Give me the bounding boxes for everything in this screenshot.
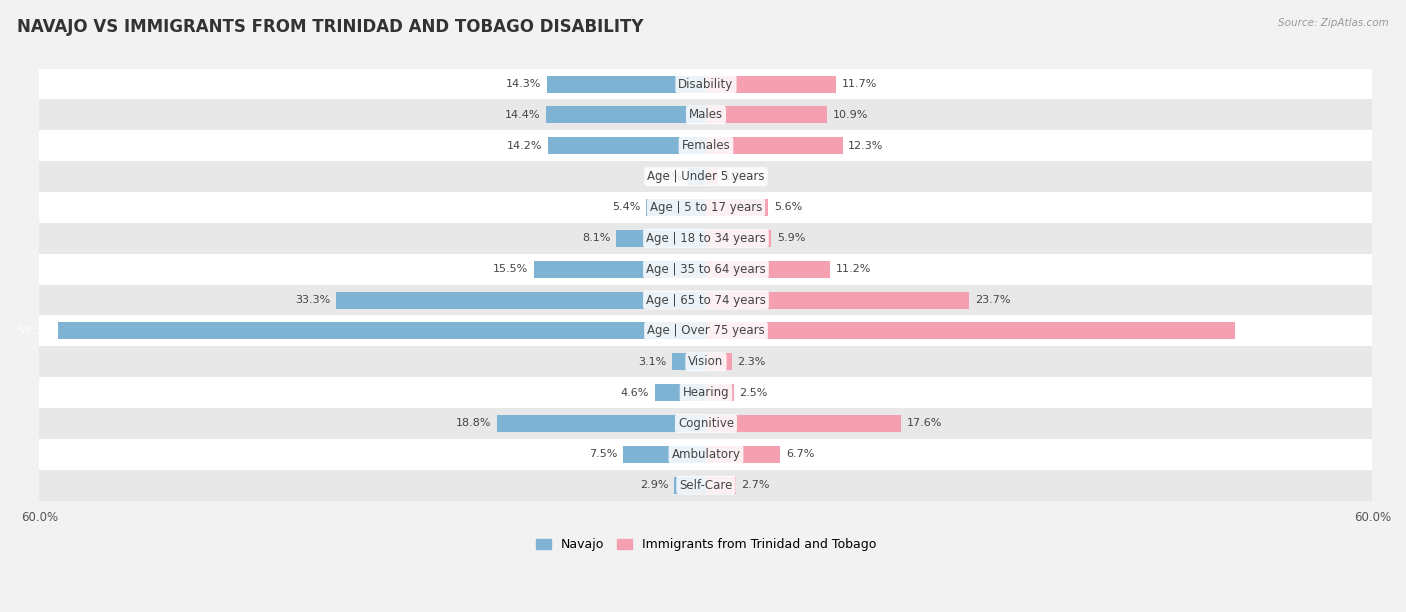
Bar [688,168,706,185]
Text: 2.3%: 2.3% [737,357,765,367]
Text: 8.1%: 8.1% [582,233,610,244]
Text: Age | 18 to 34 years: Age | 18 to 34 years [647,232,766,245]
Bar [336,291,706,308]
Bar [706,137,842,154]
Text: Age | 65 to 74 years: Age | 65 to 74 years [645,294,766,307]
Bar [706,261,831,278]
Text: Vision: Vision [689,356,724,368]
Bar [673,477,706,494]
Text: 5.4%: 5.4% [612,203,640,212]
Text: 18.8%: 18.8% [456,419,492,428]
Bar [534,261,706,278]
Bar [39,254,1372,285]
Legend: Navajo, Immigrants from Trinidad and Tobago: Navajo, Immigrants from Trinidad and Tob… [531,534,882,556]
Bar [645,199,706,216]
Text: 23.7%: 23.7% [974,295,1011,305]
Text: Females: Females [682,140,730,152]
Text: 14.2%: 14.2% [508,141,543,151]
Text: Source: ZipAtlas.com: Source: ZipAtlas.com [1278,18,1389,28]
Text: 7.5%: 7.5% [589,449,617,460]
Bar [39,69,1372,99]
Bar [706,353,731,370]
Bar [39,408,1372,439]
Text: 11.7%: 11.7% [841,79,877,89]
Bar [706,199,768,216]
Text: Self-Care: Self-Care [679,479,733,491]
Text: 5.6%: 5.6% [773,203,801,212]
Bar [39,439,1372,470]
Text: 2.9%: 2.9% [640,480,668,490]
Bar [548,137,706,154]
Text: 15.5%: 15.5% [494,264,529,274]
Text: NAVAJO VS IMMIGRANTS FROM TRINIDAD AND TOBAGO DISABILITY: NAVAJO VS IMMIGRANTS FROM TRINIDAD AND T… [17,18,644,36]
Text: Disability: Disability [678,78,734,91]
Bar [706,168,718,185]
Bar [39,192,1372,223]
Bar [706,384,734,401]
Bar [623,446,706,463]
Bar [672,353,706,370]
Bar [706,477,735,494]
Bar [39,470,1372,501]
Bar [546,106,706,124]
Bar [39,346,1372,377]
Bar [59,323,706,340]
Text: Hearing: Hearing [683,386,730,399]
Text: 1.6%: 1.6% [654,171,683,182]
Text: Ambulatory: Ambulatory [672,448,741,461]
Text: 12.3%: 12.3% [848,141,883,151]
Bar [706,75,837,92]
Bar [39,161,1372,192]
Bar [547,75,706,92]
Bar [39,377,1372,408]
Text: 4.6%: 4.6% [621,387,650,398]
Text: 14.3%: 14.3% [506,79,541,89]
Text: Age | 5 to 17 years: Age | 5 to 17 years [650,201,762,214]
Bar [498,415,706,432]
Text: 58.3%: 58.3% [17,326,53,336]
Text: 14.4%: 14.4% [505,110,540,120]
Text: 3.1%: 3.1% [638,357,666,367]
Bar [39,223,1372,254]
Bar [706,291,969,308]
Bar [616,230,706,247]
Text: Males: Males [689,108,723,121]
Text: 5.9%: 5.9% [778,233,806,244]
Text: Age | Under 5 years: Age | Under 5 years [647,170,765,183]
Text: Cognitive: Cognitive [678,417,734,430]
Text: 2.5%: 2.5% [740,387,768,398]
Text: 47.6%: 47.6% [1240,326,1275,336]
Text: Age | 35 to 64 years: Age | 35 to 64 years [647,263,766,275]
Bar [655,384,706,401]
Bar [706,415,901,432]
Text: 17.6%: 17.6% [907,419,942,428]
Bar [706,106,827,124]
Bar [706,230,772,247]
Text: Age | Over 75 years: Age | Over 75 years [647,324,765,337]
Text: 6.7%: 6.7% [786,449,814,460]
Bar [39,315,1372,346]
Text: 1.1%: 1.1% [724,171,752,182]
Bar [39,130,1372,161]
Text: 33.3%: 33.3% [295,295,330,305]
Text: 11.2%: 11.2% [837,264,872,274]
Bar [39,99,1372,130]
Text: 2.7%: 2.7% [741,480,770,490]
Bar [39,285,1372,315]
Bar [706,446,780,463]
Bar [706,323,1234,340]
Text: 10.9%: 10.9% [832,110,868,120]
